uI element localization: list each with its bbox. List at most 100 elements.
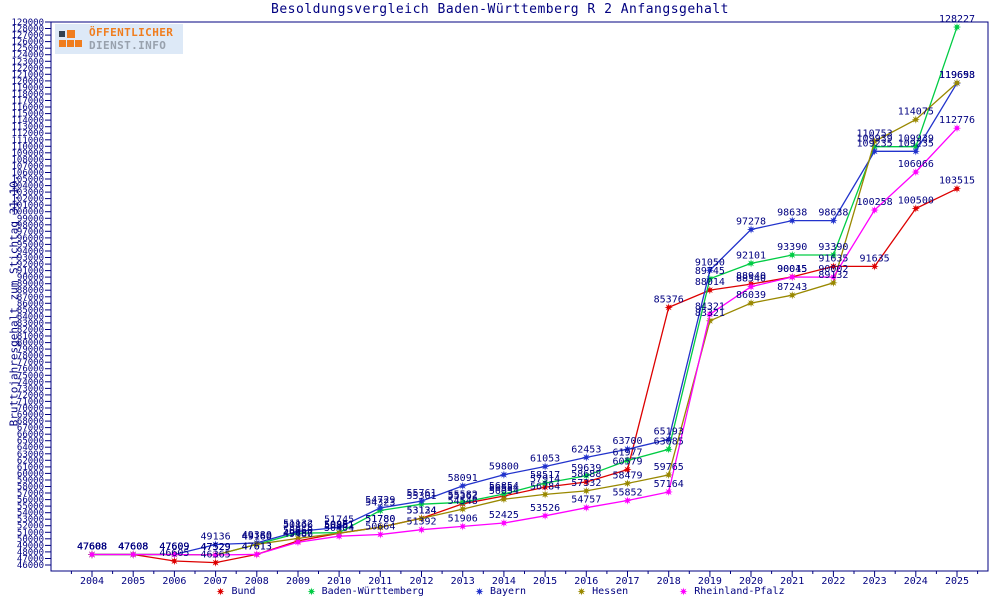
y-tick-label: 93000 xyxy=(17,254,44,264)
data-point-bayern-2018 xyxy=(664,435,673,444)
data-point-bayern-2013 xyxy=(458,481,467,490)
data-point-label: 47608 xyxy=(118,542,148,553)
y-tick-label: 90000 xyxy=(17,273,44,283)
y-tick-label: 118000 xyxy=(11,90,44,100)
y-tick-label: 61000 xyxy=(17,463,44,473)
data-point-label: 119653 xyxy=(939,70,975,81)
y-tick-label: 81000 xyxy=(17,332,44,342)
data-point-bund-2024 xyxy=(911,204,920,213)
data-point-label: 59639 xyxy=(571,463,601,474)
logo-text-line2: DIENST.INFO xyxy=(89,39,167,52)
y-tick-label: 84000 xyxy=(17,312,44,322)
data-point-bund-2016 xyxy=(582,477,591,487)
y-tick-label: 124000 xyxy=(11,51,44,61)
y-tick-label: 50000 xyxy=(17,535,44,545)
data-point-label: 47608 xyxy=(118,542,148,553)
data-point-rheinland-pfalz-2005 xyxy=(129,550,138,559)
data-point-bund-2022 xyxy=(829,262,838,271)
data-point-label: 100500 xyxy=(898,196,934,207)
x-tick-label: 2004 xyxy=(80,576,104,587)
y-tick-label: 51000 xyxy=(17,528,44,538)
data-point-label: 59800 xyxy=(489,462,519,473)
y-tick-label: 112000 xyxy=(11,129,44,139)
x-tick-label: 2017 xyxy=(615,576,639,587)
data-point-hessen-2023 xyxy=(870,137,879,146)
data-point-rheinland-pfalz-2024 xyxy=(911,167,920,177)
data-point-rheinland-pfalz-2023 xyxy=(870,205,879,215)
data-point-label: 109235 xyxy=(857,138,893,149)
data-point-label: 51780 xyxy=(365,514,395,525)
y-tick-label: 96000 xyxy=(17,234,44,244)
data-point-label: 109939 xyxy=(898,134,934,145)
data-point-label: 56054 xyxy=(489,486,519,497)
data-point-label: 57332 xyxy=(571,478,601,489)
data-point-label: 90002 xyxy=(818,264,848,275)
y-tick-label: 92000 xyxy=(17,260,44,270)
data-point-label: 50404 xyxy=(324,523,354,534)
y-tick-label: 116000 xyxy=(11,103,44,113)
data-point-label: 128227 xyxy=(939,14,975,25)
data-point-label: 109939 xyxy=(857,134,893,145)
data-point-label: 47609 xyxy=(159,542,189,553)
data-point-label: 56854 xyxy=(489,481,519,492)
y-tick-label: 101000 xyxy=(11,201,44,211)
data-point-bayern-2021 xyxy=(788,216,797,225)
legend-marker-rheinland-pfalz xyxy=(679,587,688,596)
data-point-bund-2017 xyxy=(623,465,632,474)
data-point-label: 54548 xyxy=(448,496,478,507)
data-point-baden-w-rttemberg-2016 xyxy=(582,471,591,480)
data-point-rheinland-pfalz-2006 xyxy=(170,550,179,559)
y-tick-label: 64000 xyxy=(17,443,44,453)
x-tick-label: 2015 xyxy=(533,576,557,587)
data-point-label: 47608 xyxy=(77,542,107,553)
y-tick-label: 114000 xyxy=(11,116,44,126)
series-line-hessen xyxy=(92,82,958,556)
x-tick-label: 2006 xyxy=(162,576,186,587)
y-tick-label: 86000 xyxy=(17,299,44,309)
x-tick-label: 2013 xyxy=(451,576,475,587)
data-point-rheinland-pfalz-2011 xyxy=(376,530,385,539)
y-tick-label: 82000 xyxy=(17,326,44,336)
y-tick-label: 87000 xyxy=(17,293,44,303)
data-point-label: 46365 xyxy=(201,550,231,561)
data-point-hessen-2008 xyxy=(252,540,261,549)
data-point-rheinland-pfalz-2020 xyxy=(746,282,756,291)
data-point-label: 50881 xyxy=(324,520,354,531)
data-point-label: 63700 xyxy=(612,436,642,447)
y-tick-label: 113000 xyxy=(11,123,44,133)
y-tick-label: 128000 xyxy=(11,25,44,35)
legend-item-baden-w-rttemberg: Baden-Württemberg xyxy=(306,586,424,597)
y-tick-label: 60000 xyxy=(17,469,44,479)
x-tick-label: 2007 xyxy=(204,576,228,587)
legend-item-hessen: Hessen xyxy=(576,586,628,597)
data-point-bund-2023 xyxy=(870,262,879,271)
series-line-baden-w-rttemberg xyxy=(92,26,958,556)
y-tick-label: 79000 xyxy=(17,345,44,355)
legend-label-bayern: Bayern xyxy=(489,586,527,597)
x-tick-label: 2025 xyxy=(945,576,969,587)
data-point-baden-w-rttemberg-2018 xyxy=(664,445,673,454)
data-point-hessen-2011 xyxy=(376,523,385,532)
x-tick-label: 2009 xyxy=(286,576,310,587)
data-point-label: 86039 xyxy=(736,290,766,301)
data-point-label: 47609 xyxy=(159,542,189,553)
y-tick-label: 68000 xyxy=(17,417,44,427)
data-point-rheinland-pfalz-2014 xyxy=(499,518,508,528)
data-point-rheinland-pfalz-2013 xyxy=(458,522,467,531)
x-tick-label: 2012 xyxy=(409,576,433,587)
data-point-label: 47529 xyxy=(201,542,231,553)
logo[interactable]: ÖFFENTLICHER DIENST.INFO xyxy=(55,24,184,54)
data-point-label: 50060 xyxy=(283,525,313,536)
y-tick-label: 63000 xyxy=(17,450,44,460)
series-line-rheinland-pfalz xyxy=(92,127,958,556)
data-point-bayern-2017 xyxy=(623,445,632,454)
y-tick-label: 80000 xyxy=(17,339,44,349)
data-point-rheinland-pfalz-2025 xyxy=(952,124,962,133)
data-point-label: 54323 xyxy=(365,498,395,509)
data-point-label: 55761 xyxy=(406,488,436,499)
data-point-label: 88940 xyxy=(736,271,766,282)
legend-marker-bayern xyxy=(475,587,484,596)
y-axis-title: Bruttojahresgehalt zum Stichtag 31.10. xyxy=(7,174,21,427)
data-point-label: 53124 xyxy=(406,505,436,516)
